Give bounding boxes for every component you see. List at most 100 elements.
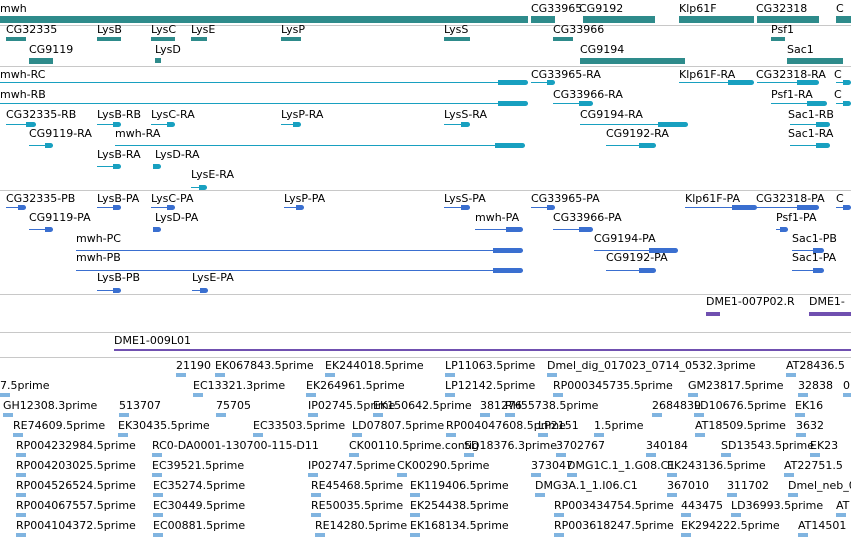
transcript-feature[interactable] xyxy=(444,124,470,125)
protein-feature[interactable] xyxy=(76,250,523,251)
transcript-feature[interactable] xyxy=(0,82,528,83)
protein-feature-exon[interactable] xyxy=(460,205,470,210)
est-feature[interactable] xyxy=(798,393,808,397)
transcript-feature-exon[interactable] xyxy=(153,164,161,169)
est-feature[interactable] xyxy=(308,413,318,417)
gene-feature[interactable] xyxy=(151,37,175,41)
transcript-feature-exon[interactable] xyxy=(797,80,819,85)
transcript-feature-exon[interactable] xyxy=(546,80,555,85)
protein-feature-exon[interactable] xyxy=(112,205,121,210)
transcript-feature-exon[interactable] xyxy=(112,122,121,127)
transcript-feature-exon[interactable] xyxy=(843,80,851,85)
est-feature[interactable] xyxy=(810,453,820,457)
est-feature[interactable] xyxy=(731,513,741,517)
est-feature[interactable] xyxy=(16,453,26,457)
gene-feature[interactable] xyxy=(836,16,851,23)
protein-feature[interactable] xyxy=(6,207,26,208)
est-feature[interactable] xyxy=(556,453,566,457)
transcript-feature[interactable] xyxy=(757,82,819,83)
transcript-feature-exon[interactable] xyxy=(843,101,851,106)
est-feature[interactable] xyxy=(721,453,731,457)
protein-feature[interactable] xyxy=(29,229,53,230)
clone-feature[interactable] xyxy=(114,349,851,351)
transcript-feature-exon[interactable] xyxy=(112,164,121,169)
est-feature[interactable] xyxy=(795,413,805,417)
transcript-feature[interactable] xyxy=(115,145,525,146)
est-feature[interactable] xyxy=(505,413,515,417)
gene-feature[interactable] xyxy=(6,37,26,41)
protein-feature-exon[interactable] xyxy=(506,227,523,232)
est-feature[interactable] xyxy=(153,533,163,537)
est-feature[interactable] xyxy=(836,513,846,517)
est-feature[interactable] xyxy=(325,373,335,377)
est-feature[interactable] xyxy=(547,373,557,377)
transcript-feature-exon[interactable] xyxy=(816,122,830,127)
est-feature[interactable] xyxy=(152,453,162,457)
transcript-feature-exon[interactable] xyxy=(498,101,528,106)
protein-feature-exon[interactable] xyxy=(200,288,208,293)
est-feature[interactable] xyxy=(786,373,796,377)
protein-feature-exon[interactable] xyxy=(638,268,656,273)
protein-feature-exon[interactable] xyxy=(112,288,121,293)
est-feature[interactable] xyxy=(445,373,455,377)
est-feature[interactable] xyxy=(727,493,737,497)
est-feature[interactable] xyxy=(16,513,26,517)
protein-feature[interactable] xyxy=(444,207,470,208)
protein-feature[interactable] xyxy=(757,207,819,208)
clone-feature[interactable] xyxy=(809,312,851,316)
protein-feature-exon[interactable] xyxy=(731,205,757,210)
est-feature[interactable] xyxy=(118,433,128,437)
transcript-feature-exon[interactable] xyxy=(498,80,528,85)
gene-feature[interactable] xyxy=(281,37,301,41)
est-feature[interactable] xyxy=(311,513,321,517)
gene-feature[interactable] xyxy=(583,16,655,23)
protein-feature-exon[interactable] xyxy=(493,268,523,273)
gene-feature[interactable] xyxy=(553,37,573,41)
est-feature[interactable] xyxy=(152,473,162,477)
protein-feature[interactable] xyxy=(475,229,523,230)
protein-feature-exon[interactable] xyxy=(780,227,788,232)
est-feature[interactable] xyxy=(796,433,806,437)
est-feature[interactable] xyxy=(681,533,691,537)
transcript-feature[interactable] xyxy=(790,145,830,146)
est-feature[interactable] xyxy=(410,513,420,517)
est-feature[interactable] xyxy=(688,393,698,397)
protein-feature-exon[interactable] xyxy=(579,227,593,232)
est-feature[interactable] xyxy=(464,453,474,457)
est-feature[interactable] xyxy=(306,393,316,397)
transcript-feature-exon[interactable] xyxy=(727,80,754,85)
est-feature[interactable] xyxy=(531,473,541,477)
est-feature[interactable] xyxy=(480,413,490,417)
transcript-feature-exon[interactable] xyxy=(658,122,688,127)
est-feature[interactable] xyxy=(843,393,851,397)
clone-feature[interactable] xyxy=(706,312,720,316)
transcript-feature-exon[interactable] xyxy=(460,122,470,127)
est-feature[interactable] xyxy=(694,413,704,417)
est-feature[interactable] xyxy=(784,473,794,477)
protein-feature-exon[interactable] xyxy=(44,227,53,232)
transcript-feature-exon[interactable] xyxy=(25,122,36,127)
gene-feature[interactable] xyxy=(97,37,121,41)
transcript-feature[interactable] xyxy=(580,124,688,125)
est-feature[interactable] xyxy=(176,373,186,377)
est-feature[interactable] xyxy=(681,513,691,517)
transcript-feature[interactable] xyxy=(29,145,53,146)
est-feature[interactable] xyxy=(554,533,564,537)
est-feature[interactable] xyxy=(397,473,407,477)
est-feature[interactable] xyxy=(554,513,564,517)
est-feature[interactable] xyxy=(538,433,548,437)
transcript-feature[interactable] xyxy=(97,166,121,167)
est-feature[interactable] xyxy=(13,433,23,437)
est-feature[interactable] xyxy=(0,393,10,397)
transcript-feature[interactable] xyxy=(531,82,555,83)
protein-feature-exon[interactable] xyxy=(18,205,26,210)
transcript-feature-exon[interactable] xyxy=(293,122,301,127)
est-feature[interactable] xyxy=(349,453,359,457)
est-feature[interactable] xyxy=(153,493,163,497)
protein-feature-exon[interactable] xyxy=(812,248,824,253)
protein-feature[interactable] xyxy=(792,270,824,271)
est-feature[interactable] xyxy=(308,473,318,477)
protein-feature[interactable] xyxy=(594,250,678,251)
transcript-feature[interactable] xyxy=(679,82,754,83)
est-feature[interactable] xyxy=(311,493,321,497)
